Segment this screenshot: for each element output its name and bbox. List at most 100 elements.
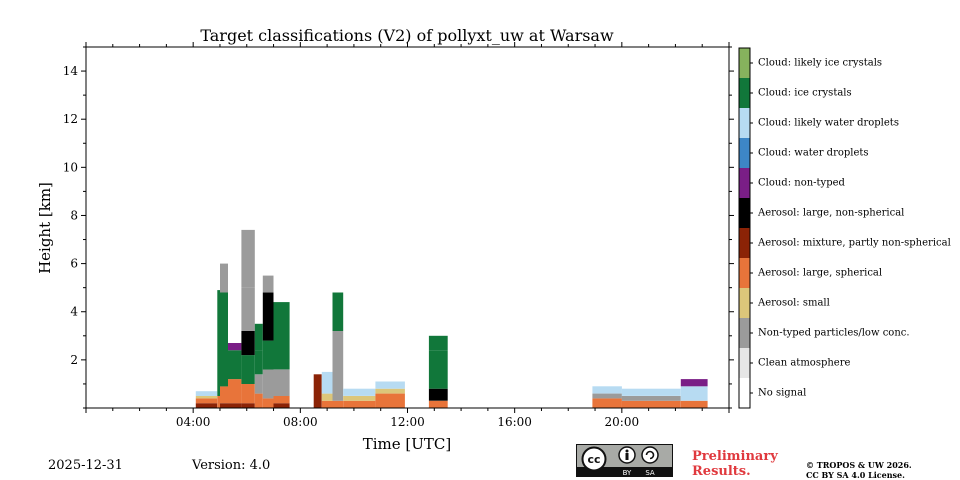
colorbar-label-2: Non-typed particles/low conc. xyxy=(758,327,910,339)
class-cell-7-2 xyxy=(273,369,290,396)
class-cell-16-1 xyxy=(680,386,708,401)
colorbar-swatch-0 xyxy=(739,378,750,408)
colorbar-swatch-9 xyxy=(739,108,750,138)
preliminary-line-1: Preliminary xyxy=(692,449,778,464)
colorbar-swatch-5 xyxy=(739,228,750,258)
cc-by-label: BY xyxy=(623,469,632,476)
class-cell-2-3 xyxy=(220,263,228,293)
x-tick-label-1: 08:00 xyxy=(283,415,318,429)
preliminary-line-2: Results. xyxy=(692,464,751,479)
y-tick-label-5: 12 xyxy=(63,112,78,126)
class-cell-5-2 xyxy=(254,350,263,375)
colorbar-label-5: Aerosol: mixture, partly non-spherical xyxy=(758,237,951,249)
colorbar-swatch-11 xyxy=(739,48,750,78)
class-cell-12-2 xyxy=(375,381,405,389)
classification-heatmap xyxy=(195,229,708,408)
colorbar xyxy=(738,47,753,409)
colorbar-label-8: Cloud: water droplets xyxy=(758,147,869,159)
class-cell-12-0 xyxy=(375,393,405,408)
class-cell-5-3 xyxy=(254,323,263,351)
y-tick-label-4: 10 xyxy=(63,160,78,174)
class-cell-4-2 xyxy=(241,355,255,384)
copyright-line-1: © TROPOS & UW 2026. xyxy=(806,460,912,470)
class-cell-11-1 xyxy=(343,396,376,401)
class-cell-4-3 xyxy=(241,331,255,356)
class-cell-10-0 xyxy=(332,400,344,408)
class-cell-0-3 xyxy=(195,391,218,396)
class-cell-13-3 xyxy=(428,335,448,351)
x-tick-label-0: 04:00 xyxy=(176,415,211,429)
colorbar-swatch-10 xyxy=(739,78,750,108)
colorbar-label-11: Cloud: likely ice crystals xyxy=(758,57,883,69)
cc-sa-label: SA xyxy=(645,469,655,476)
class-cell-1-0 xyxy=(217,396,220,408)
colorbar-swatch-2 xyxy=(739,318,750,348)
class-cell-3-2 xyxy=(228,350,242,380)
colorbar-label-6: Aerosol: large, non-spherical xyxy=(758,207,905,219)
y-tick-label-6: 14 xyxy=(63,64,79,78)
class-cell-15-1 xyxy=(621,396,681,401)
class-cell-3-3 xyxy=(228,343,242,351)
chart-title: Target classifications (V2) of pollyxt_u… xyxy=(200,26,614,45)
footer-date: 2025-12-31 xyxy=(48,458,123,473)
colorbar-swatch-3 xyxy=(739,288,750,318)
class-cell-10-2 xyxy=(332,292,344,331)
class-cell-8-0 xyxy=(313,374,322,408)
class-cell-5-0 xyxy=(254,393,263,408)
class-cell-13-2 xyxy=(428,350,448,389)
y-tick-label-3: 8 xyxy=(70,208,78,222)
copyright-line-2: CC BY SA 4.0 License. xyxy=(806,470,905,480)
class-cell-13-0 xyxy=(428,400,448,408)
class-cell-16-2 xyxy=(680,379,708,387)
class-cell-11-0 xyxy=(343,400,376,408)
class-cell-6-1 xyxy=(262,369,274,399)
class-cell-7-0 xyxy=(273,403,290,408)
cc-symbol: cc xyxy=(587,453,600,466)
class-cell-6-2 xyxy=(262,340,274,370)
class-cell-15-2 xyxy=(621,388,681,396)
class-cell-4-0 xyxy=(241,403,255,408)
colorbar-label-4: Aerosol: large, spherical xyxy=(758,267,883,279)
class-cell-4-5 xyxy=(241,229,255,288)
class-cell-4-1 xyxy=(241,383,255,404)
x-axis-label: Time [UTC] xyxy=(363,435,452,453)
class-cell-6-3 xyxy=(262,292,274,341)
class-cell-16-0 xyxy=(680,400,708,408)
plot-frame xyxy=(85,46,730,409)
class-cell-11-2 xyxy=(343,388,376,396)
class-cell-2-2 xyxy=(220,292,228,387)
y-tick-label-1: 4 xyxy=(70,305,78,319)
colorbar-swatch-1 xyxy=(739,348,750,378)
class-cell-9-1 xyxy=(321,393,333,401)
colorbar-label-3: Aerosol: small xyxy=(758,297,830,309)
class-cell-10-1 xyxy=(332,331,344,401)
cc-license-logo: cc BY SA xyxy=(576,444,673,477)
class-cell-6-0 xyxy=(262,398,274,408)
class-cell-14-0 xyxy=(592,398,622,408)
cc-logo-icon: cc BY SA xyxy=(577,446,672,477)
footer-version: Version: 4.0 xyxy=(192,458,271,473)
class-cell-4-4 xyxy=(241,287,255,331)
colorbar-swatch-6 xyxy=(739,198,750,228)
colorbar-label-9: Cloud: likely water droplets xyxy=(758,117,899,129)
class-cell-3-0 xyxy=(228,403,242,408)
x-tick-label-3: 16:00 xyxy=(497,415,532,429)
colorbar-frame xyxy=(738,47,751,409)
colorbar-label-7: Cloud: non-typed xyxy=(758,177,845,189)
class-cell-12-1 xyxy=(375,388,405,394)
class-cell-1-1 xyxy=(217,290,220,396)
class-cell-14-2 xyxy=(592,386,622,394)
y-axis: 2 4 6 8 10 12 14 xyxy=(63,46,734,409)
class-cell-6-4 xyxy=(262,275,274,293)
class-cell-14-1 xyxy=(592,393,622,399)
class-cell-15-0 xyxy=(621,400,681,408)
class-cell-9-0 xyxy=(321,400,333,408)
class-cell-2-1 xyxy=(220,386,228,404)
colorbar-label-1: Clean atmosphere xyxy=(758,357,851,369)
y-tick-label-0: 2 xyxy=(70,353,78,367)
x-axis: 04:00 08:00 12:00 16:00 20:00 xyxy=(85,42,730,429)
class-cell-7-4 xyxy=(273,302,290,317)
colorbar-swatch-4 xyxy=(739,258,750,288)
class-cell-13-1 xyxy=(428,388,448,401)
